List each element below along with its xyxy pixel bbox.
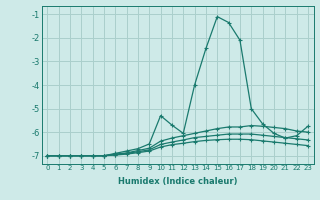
X-axis label: Humidex (Indice chaleur): Humidex (Indice chaleur) [118, 177, 237, 186]
